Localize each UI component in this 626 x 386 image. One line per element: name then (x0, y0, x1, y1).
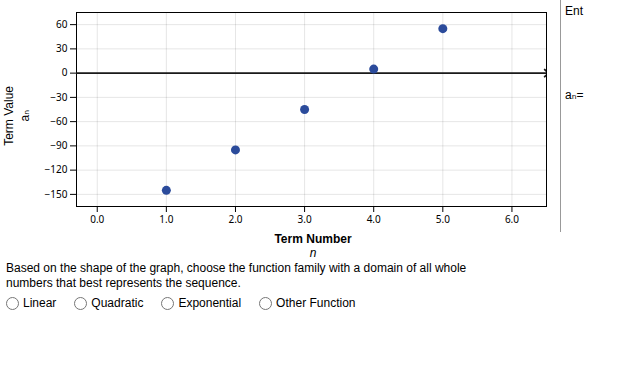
svg-text:3.0: 3.0 (298, 212, 312, 226)
svg-text:30: 30 (56, 41, 68, 55)
html-text:Linear: Linear (23, 296, 57, 310)
html-text:Quadratic: Quadratic (91, 296, 144, 310)
html-text:Other Function: Other Function (276, 296, 356, 310)
html-text:aₙ=: aₙ= (565, 88, 584, 102)
html-text:Based on the shape of the grap: Based on the shape of the graph, choose … (6, 261, 467, 275)
svg-text:0: 0 (62, 65, 68, 79)
html-text:Exponential: Exponential (178, 296, 242, 310)
html-text:numbers that best represents t: numbers that best represents the sequenc… (6, 276, 241, 290)
svg-text:−30: −30 (50, 90, 67, 104)
html-text:aₙ: aₙ (18, 110, 32, 122)
svg-text:60: 60 (56, 17, 68, 31)
svg-text:−60: −60 (50, 114, 67, 128)
svg-text:−120: −120 (45, 162, 68, 176)
svg-text:1.0: 1.0 (159, 212, 173, 226)
svg-text:−90: −90 (50, 138, 67, 152)
svg-text:−150: −150 (45, 187, 68, 201)
svg-text:5.0: 5.0 (436, 212, 450, 226)
svg-text:0.0: 0.0 (90, 212, 104, 226)
html-text:Term Value: Term Value (2, 86, 16, 146)
svg-text:4.0: 4.0 (367, 212, 381, 226)
html-text:Term Number: Term Number (274, 232, 352, 246)
html-text:n: n (309, 246, 317, 260)
html-text:Ent: Ent (565, 4, 583, 18)
svg-text:6.0: 6.0 (505, 212, 519, 226)
svg-text:2.0: 2.0 (228, 212, 242, 226)
